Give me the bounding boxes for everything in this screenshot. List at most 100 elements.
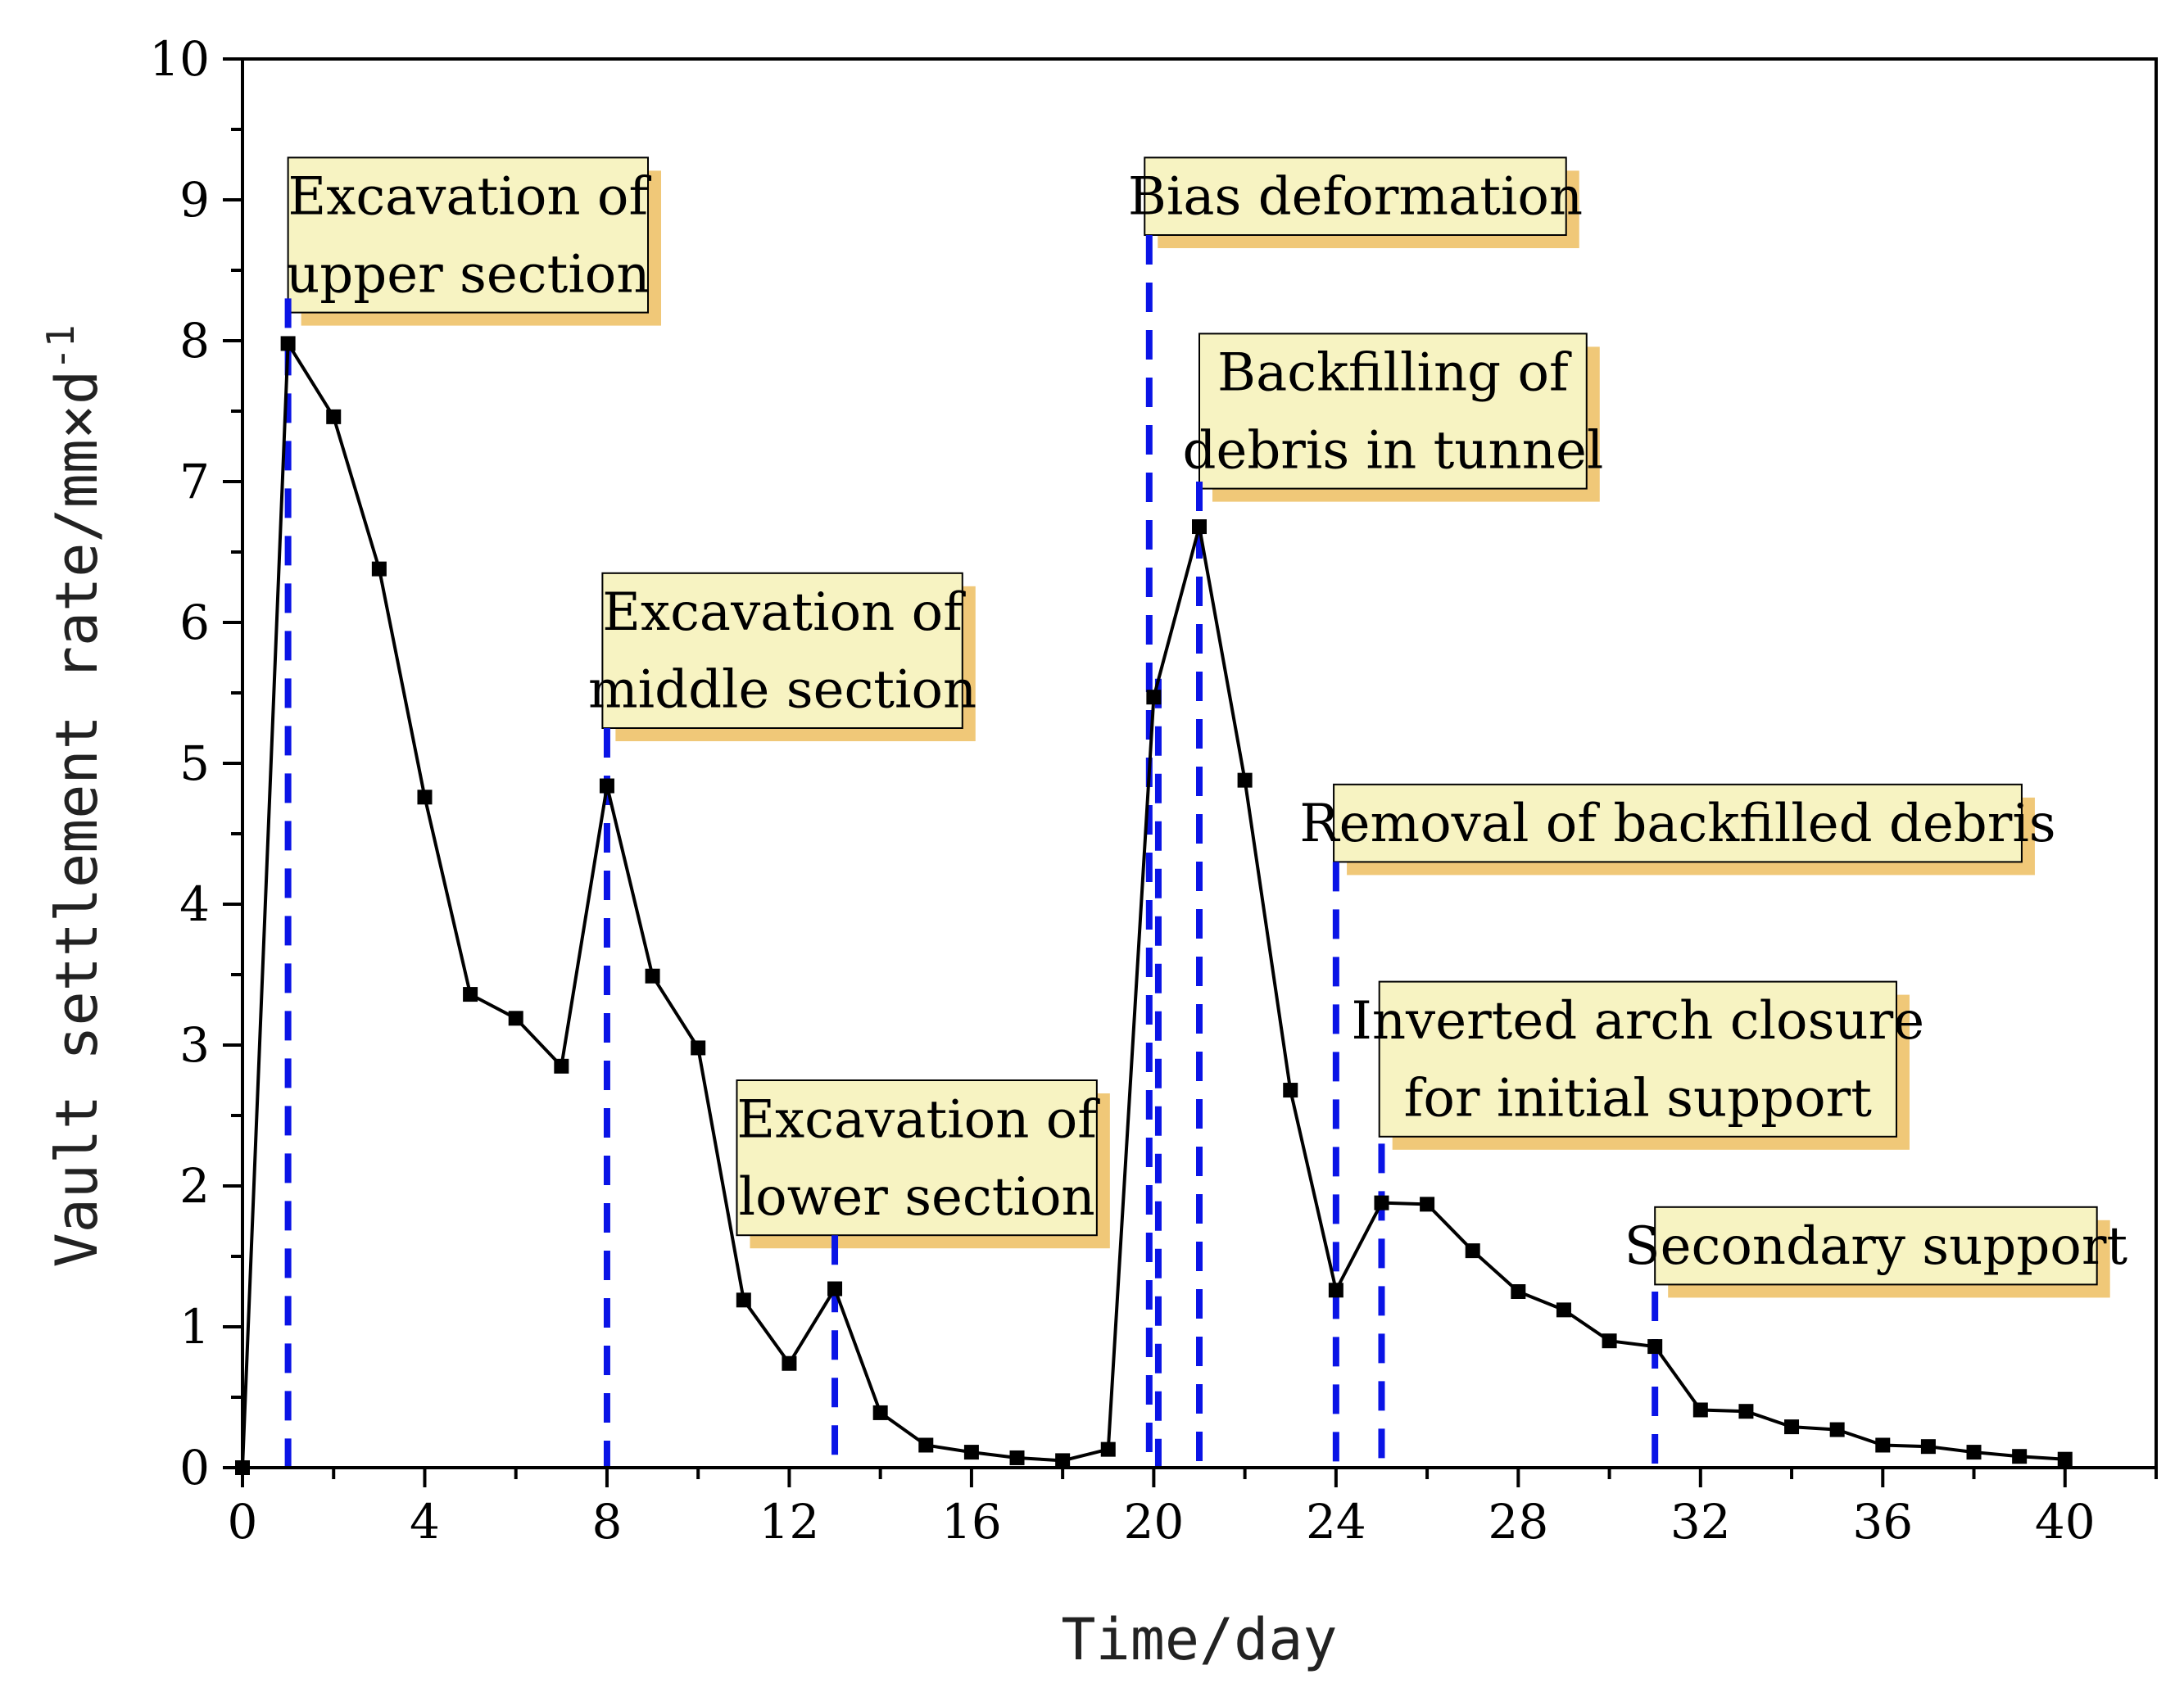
- annotation-3: Bias deformation: [1128, 156, 1583, 248]
- annotation-text: Backfilling of: [1217, 343, 1572, 404]
- data-point: [1966, 1445, 1982, 1460]
- x-tick-label: 36: [1852, 1494, 1913, 1550]
- data-point: [1055, 1453, 1071, 1468]
- annotation-text: middle section: [588, 660, 976, 721]
- data-point: [326, 409, 342, 424]
- data-point: [1738, 1404, 1754, 1419]
- y-axis-ticks: 0 1 2 3 4 5 6 7 8 9 10: [149, 31, 242, 1496]
- data-point: [1647, 1339, 1663, 1355]
- annotation-text: Inverted arch closure: [1352, 991, 1925, 1052]
- annotation-text: Bias deformation: [1128, 167, 1583, 228]
- annotation-text: Removal of backfilled debris: [1299, 794, 2055, 854]
- y-tick-label: 1: [179, 1299, 210, 1355]
- annotation-text: upper section: [286, 244, 650, 305]
- y-axis-title-main: Vault settlement rate/mm×d: [43, 370, 111, 1268]
- x-tick-label: 20: [1123, 1494, 1184, 1550]
- x-axis-ticks: 0 4 8 12 16 20 24 28 32 36 40: [228, 1468, 2158, 1550]
- data-point: [872, 1405, 888, 1420]
- data-point: [1192, 519, 1207, 535]
- y-tick-label: 4: [179, 876, 210, 932]
- annotation-5: Removal of backfilled debris: [1299, 783, 2056, 876]
- x-tick-label: 40: [2035, 1494, 2096, 1550]
- y-tick-label: 3: [179, 1017, 210, 1073]
- annotation-text: for initial support: [1404, 1069, 1873, 1129]
- annotation-box: [1144, 156, 1567, 236]
- data-point: [1100, 1441, 1116, 1457]
- annotations-layer: Excavation of upper section Excavation of m…: [286, 156, 2128, 1298]
- x-tick-label: 8: [591, 1494, 622, 1550]
- annotation-box: [1198, 333, 1588, 490]
- data-point: [1374, 1195, 1389, 1211]
- data-point: [1692, 1402, 1708, 1418]
- data-point: [827, 1281, 843, 1297]
- data-point: [1420, 1197, 1435, 1212]
- data-point: [463, 987, 478, 1002]
- data-point: [1784, 1419, 1800, 1435]
- y-tick-label: 10: [149, 31, 210, 87]
- data-point: [1237, 772, 1253, 788]
- annotation-box: [736, 1079, 1098, 1237]
- annotation-box: [1654, 1206, 2098, 1286]
- annotation-4: Backfilling of debris in tunnel: [1182, 333, 1603, 502]
- y-tick-label: 2: [179, 1158, 210, 1214]
- data-point: [417, 790, 433, 805]
- annotation-text: Secondary support: [1624, 1216, 2128, 1277]
- data-point: [1875, 1437, 1891, 1453]
- annotation-0: Excavation of upper section: [286, 156, 662, 326]
- y-axis-title-superscript: -1: [39, 324, 83, 369]
- annotation-box: [1378, 980, 1897, 1138]
- y-tick-label: 0: [179, 1440, 210, 1496]
- data-point: [1920, 1439, 1936, 1455]
- data-point: [1556, 1302, 1571, 1318]
- data-point: [508, 1011, 523, 1026]
- series-line: [241, 342, 2065, 1468]
- annotation-text: Excavation of: [288, 167, 652, 228]
- y-axis-title: Vault settlement rate/mm×d-1: [39, 324, 111, 1267]
- data-point: [280, 336, 296, 351]
- data-point: [2012, 1449, 2028, 1464]
- x-tick-label: 24: [1306, 1494, 1366, 1550]
- data-point: [691, 1040, 706, 1056]
- x-tick-label: 16: [941, 1494, 1002, 1550]
- y-tick-label: 8: [179, 313, 210, 369]
- y-tick-label: 9: [179, 172, 210, 228]
- x-tick-label: 28: [1488, 1494, 1548, 1550]
- data-point: [736, 1292, 751, 1308]
- annotation-box: [287, 156, 650, 314]
- data-point: [918, 1437, 934, 1453]
- data-point: [1328, 1283, 1343, 1298]
- data-point: [1602, 1333, 1617, 1349]
- annotation-text: Excavation of: [736, 1089, 1100, 1150]
- y-tick-label: 6: [179, 595, 210, 650]
- annotation-text: Excavation of: [602, 582, 966, 643]
- data-point: [1465, 1243, 1480, 1259]
- data-point: [554, 1058, 569, 1074]
- data-point: [599, 778, 614, 794]
- annotation-2: Excavation of lower section: [736, 1079, 1110, 1249]
- annotation-1: Excavation of middle section: [588, 572, 976, 741]
- data-point: [1283, 1083, 1298, 1098]
- data-point: [782, 1355, 797, 1371]
- data-point: [371, 561, 387, 577]
- annotation-box: [601, 572, 963, 729]
- annotation-text: lower section: [739, 1167, 1095, 1228]
- data-point: [2057, 1451, 2073, 1467]
- data-point: [1829, 1422, 1845, 1437]
- annotation-6: Inverted arch closure for initial support: [1352, 980, 1925, 1150]
- series-layer: [235, 336, 2073, 1475]
- x-tick-label: 4: [410, 1494, 440, 1550]
- data-point: [645, 968, 660, 984]
- annotation-text: debris in tunnel: [1182, 420, 1603, 481]
- y-tick-label: 5: [179, 735, 210, 791]
- annotation-7: Secondary support: [1624, 1206, 2128, 1298]
- data-point: [963, 1445, 979, 1460]
- x-axis-title: Time/day: [1061, 1606, 1337, 1673]
- data-point: [1146, 690, 1162, 705]
- y-tick-label: 7: [179, 454, 210, 509]
- x-tick-label: 0: [228, 1494, 258, 1550]
- x-tick-label: 12: [759, 1494, 820, 1550]
- x-tick-label: 32: [1670, 1494, 1731, 1550]
- data-point: [1511, 1284, 1526, 1299]
- data-point: [1009, 1450, 1025, 1465]
